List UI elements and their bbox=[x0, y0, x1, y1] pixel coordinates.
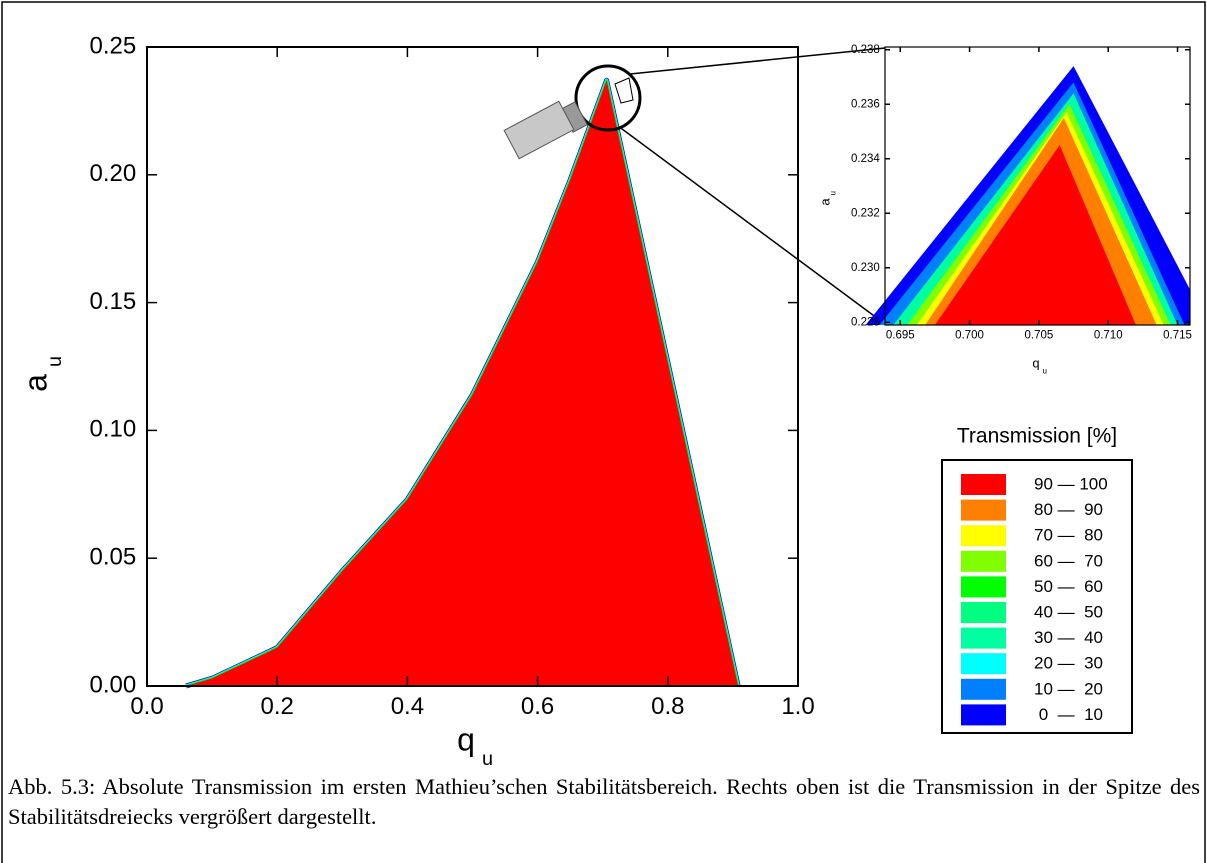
x-tick-label: 0.8 bbox=[651, 693, 684, 720]
y-tick-label: 0.238 bbox=[851, 44, 880, 56]
legend-label: 60 — 70 bbox=[1034, 551, 1103, 570]
y-tick-label: 0.228 bbox=[851, 316, 880, 328]
legend-swatch bbox=[961, 474, 1006, 495]
legend-swatch bbox=[961, 499, 1006, 521]
legend-label: 90 — 100 bbox=[1034, 474, 1108, 493]
x-tick-label: 0.4 bbox=[391, 693, 424, 720]
x-tick-label: 0.715 bbox=[1163, 329, 1192, 341]
y-tick-label: 0.00 bbox=[89, 671, 136, 698]
legend-label: 70 — 80 bbox=[1034, 526, 1103, 545]
legend-title: Transmission [%] bbox=[957, 425, 1117, 448]
x-axis-label-sub: u bbox=[482, 748, 493, 770]
y-tick-label: 0.05 bbox=[89, 544, 136, 571]
legend-swatch bbox=[961, 550, 1006, 572]
x-tick-label: 0.695 bbox=[886, 329, 915, 341]
lens-icon bbox=[614, 77, 634, 104]
x-axis-label-sub: u bbox=[1043, 366, 1047, 375]
legend-swatch bbox=[961, 602, 1006, 623]
legend-label: 0 — 10 bbox=[1034, 705, 1103, 724]
y-axis-label-sub: u bbox=[44, 356, 66, 367]
zoom-circle bbox=[574, 64, 642, 132]
legend-label: 10 — 20 bbox=[1034, 679, 1103, 698]
contour bbox=[934, 145, 1136, 325]
x-tick-label: 0.0 bbox=[130, 693, 163, 720]
y-tick-label: 0.20 bbox=[89, 160, 136, 187]
x-tick-label: 0.6 bbox=[521, 693, 554, 720]
x-tick-label: 0.700 bbox=[955, 329, 984, 341]
legend-label: 30 — 40 bbox=[1034, 628, 1103, 647]
x-tick-label: 1.0 bbox=[781, 693, 814, 720]
plot-frame bbox=[146, 46, 799, 687]
x-tick-label: 0.2 bbox=[261, 693, 294, 720]
magnifier-handle bbox=[503, 100, 575, 160]
caption: Abb. 5.3: Absolute Transmission im erste… bbox=[8, 774, 1200, 829]
legend-swatch bbox=[961, 525, 1006, 547]
legend-label: 40 — 50 bbox=[1034, 602, 1103, 621]
y-tick-label: 0.232 bbox=[851, 207, 880, 219]
legend-swatch bbox=[961, 704, 1006, 726]
y-axis-label: a bbox=[817, 198, 832, 206]
legend-swatch bbox=[961, 627, 1006, 649]
y-tick-label: 0.15 bbox=[89, 288, 136, 315]
y-tick-label: 0.25 bbox=[89, 32, 136, 59]
region bbox=[186, 80, 739, 686]
zoom-line bbox=[629, 47, 886, 75]
y-tick-label: 0.236 bbox=[851, 98, 880, 110]
x-tick-label: 0.710 bbox=[1094, 329, 1123, 341]
y-tick-label: 0.234 bbox=[851, 153, 880, 165]
legend-label: 80 — 90 bbox=[1034, 500, 1103, 519]
y-axis-label: a bbox=[17, 374, 53, 392]
x-tick-label: 0.705 bbox=[1024, 329, 1053, 341]
x-axis-label: q bbox=[457, 721, 475, 757]
legend-swatch bbox=[961, 576, 1006, 598]
x-axis-label: q bbox=[1032, 355, 1039, 370]
y-tick-label: 0.10 bbox=[89, 416, 136, 443]
y-axis-label-sub: u bbox=[828, 191, 837, 195]
legend-swatch bbox=[961, 678, 1006, 700]
inset-frame bbox=[884, 46, 1191, 326]
legend-swatch bbox=[961, 653, 1006, 675]
legend-label: 50 — 60 bbox=[1034, 577, 1103, 596]
zoom-line bbox=[617, 125, 886, 325]
legend-label: 20 — 30 bbox=[1034, 654, 1103, 673]
y-tick-label: 0.230 bbox=[851, 262, 880, 274]
